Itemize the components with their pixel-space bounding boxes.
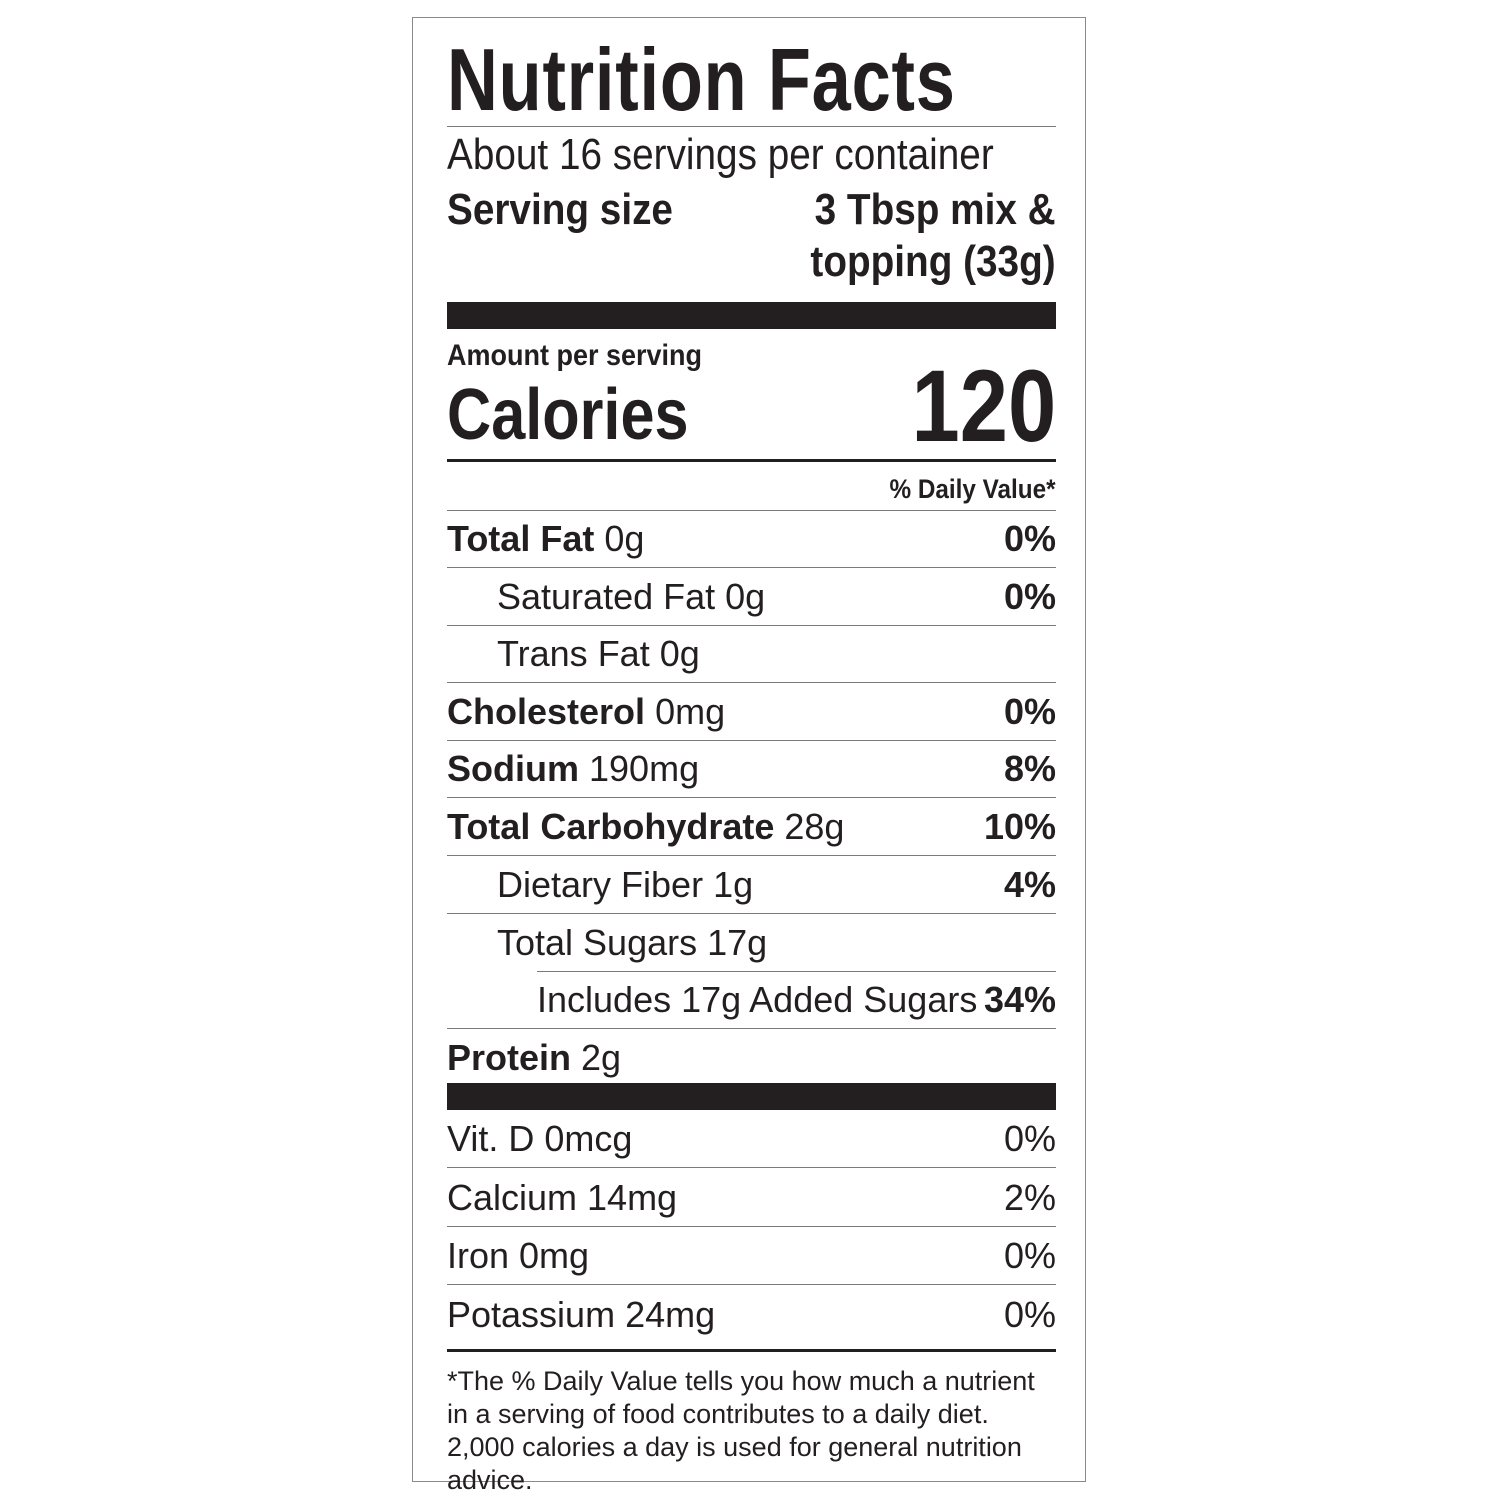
vitamin-daily-value: 0% — [1003, 1294, 1056, 1335]
nutrient-row: Includes 17g Added Sugars 34% — [447, 972, 1056, 1029]
thick-divider — [447, 1083, 1056, 1110]
nutrient-name-group: Cholesterol 0mg — [447, 691, 725, 733]
nutrient-name: Saturated Fat — [497, 575, 716, 617]
nutrient-row: Total Fat 0g 0% — [447, 511, 1056, 568]
serving-size-line2: topping (33g) — [810, 237, 1056, 286]
nutrient-daily-value: 34% — [983, 978, 1056, 1020]
calories-value: 120 — [911, 349, 1056, 463]
vitamin-name: Vit. D 0mcg — [447, 1118, 633, 1159]
nutrient-name: Sodium — [447, 748, 579, 790]
nutrient-daily-value: 8% — [1003, 748, 1056, 790]
nutrient-name-group: Dietary Fiber 1g — [447, 864, 753, 906]
daily-value-header: % Daily Value* — [889, 474, 1056, 504]
nutrient-name-group: Total Sugars 17g — [447, 922, 767, 964]
divider — [537, 970, 1056, 972]
amount-per-serving: Amount per serving — [447, 339, 703, 372]
vitamin-name: Calcium 14mg — [447, 1176, 678, 1218]
nutrient-row: Trans Fat 0g — [447, 626, 1056, 684]
vitamin-row: Iron 0mg 0% — [447, 1228, 1056, 1285]
vitamin-daily-value: 0% — [1003, 1118, 1056, 1159]
vitamin-daily-value: 2% — [1003, 1176, 1056, 1218]
nutrient-amount: 1g — [713, 863, 754, 905]
nutrient-name: Protein — [447, 1036, 572, 1078]
thick-divider — [447, 302, 1056, 329]
nutrient-row: Sodium 190mg 8% — [447, 741, 1056, 799]
nutrient-amount: 0g — [604, 518, 645, 559]
nutrition-label: Nutrition Facts About 16 servings per co… — [412, 17, 1086, 1495]
nutrient-daily-value: 10% — [983, 806, 1056, 847]
nutrient-name: Cholesterol — [447, 690, 646, 732]
nutrient-row: Total Sugars 17g — [447, 914, 1056, 971]
nutrient-name: Total Fat — [447, 518, 595, 559]
nutrient-amount: 17g — [707, 921, 768, 963]
nutrient-name-group: Saturated Fat 0g — [447, 576, 765, 618]
vitamin-name: Iron 0mg — [447, 1235, 590, 1276]
medium-divider — [447, 1349, 1056, 1352]
vitamin-name: Potassium 24mg — [447, 1294, 716, 1335]
nutrient-name: Total Carbohydrate — [447, 806, 775, 847]
nutrient-name: Trans Fat — [497, 633, 650, 675]
calories-label: Calories — [447, 375, 689, 455]
nutrient-amount: 0mg — [655, 690, 726, 732]
nutrient-row: Saturated Fat 0g 0% — [447, 569, 1056, 626]
nutrient-row: Dietary Fiber 1g 4% — [447, 857, 1056, 914]
nutrient-name-group: Total Fat 0g — [447, 518, 644, 560]
nutrient-daily-value: 0% — [1003, 518, 1056, 559]
nutrient-daily-value: 0% — [1003, 575, 1056, 617]
nutrient-name-group: Sodium 190mg — [447, 748, 699, 790]
label-title: Nutrition Facts — [447, 30, 956, 129]
nutrient-amount: 2g — [581, 1036, 622, 1078]
vitamin-daily-value: 0% — [1003, 1235, 1056, 1276]
vitamin-row: Vit. D 0mcg 0% — [447, 1111, 1056, 1168]
serving-size-value: 3 Tbsp mix & topping (33g) — [811, 184, 1056, 288]
nutrient-row: Total Carbohydrate 28g 10% — [447, 799, 1056, 856]
serving-size-line1: 3 Tbsp mix & — [815, 185, 1056, 234]
nutrient-name: Dietary Fiber — [497, 863, 704, 905]
nutrient-amount: 190mg — [589, 748, 700, 790]
footnote: *The % Daily Value tells you how much a … — [447, 1366, 1035, 1495]
medium-divider — [447, 459, 1056, 462]
vitamin-row: Calcium 14mg 2% — [447, 1170, 1056, 1227]
nutrient-name-group: Protein 2g — [447, 1037, 621, 1079]
servings-per-container: About 16 servings per container — [447, 130, 994, 179]
nutrient-daily-value: 0% — [1003, 690, 1056, 732]
nutrient-name-group: Trans Fat 0g — [447, 633, 700, 675]
nutrient-name: Total Sugars — [497, 921, 698, 963]
nutrient-name-group: Total Carbohydrate 28g — [447, 806, 844, 848]
vitamin-row: Potassium 24mg 0% — [447, 1287, 1056, 1344]
nutrient-name: Includes 17g Added Sugars — [537, 978, 978, 1020]
nutrient-row: Cholesterol 0mg 0% — [447, 684, 1056, 741]
nutrient-row: Protein 2g — [447, 1029, 1056, 1086]
nutrient-amount: 28g — [784, 806, 845, 847]
divider — [447, 126, 1056, 127]
serving-size-label: Serving size — [447, 185, 673, 234]
nutrient-amount: 0g — [725, 575, 766, 617]
nutrient-name-group: Includes 17g Added Sugars — [447, 979, 977, 1021]
divider — [447, 510, 1056, 511]
nutrient-daily-value: 4% — [1003, 863, 1056, 905]
nutrient-amount: 0g — [659, 633, 700, 675]
